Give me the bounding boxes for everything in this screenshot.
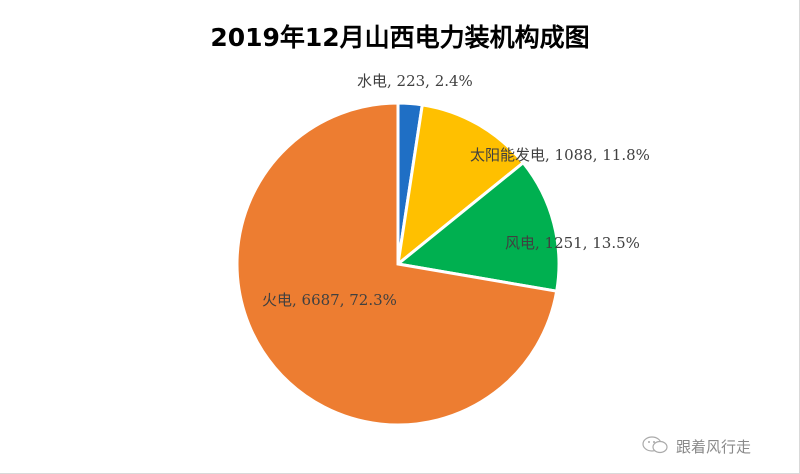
data-label-0: 水电, 223, 2.4% (357, 72, 473, 90)
watermark: 跟着风行走 (640, 433, 751, 459)
pie-slice-1 (395, 103, 526, 268)
pie-slice-3 (235, 101, 559, 427)
data-label-2: 风电, 1251, 13.5% (505, 234, 640, 252)
pie-slice-2 (394, 160, 561, 293)
chart-title: 2019年12月山西电力装机构成图 (210, 23, 590, 52)
watermark-text: 跟着风行走 (676, 437, 752, 456)
data-label-3: 火电, 6687, 72.3% (262, 291, 397, 309)
wechat-icon (640, 433, 670, 459)
data-label-1: 太阳能发电, 1088, 11.8% (470, 146, 650, 164)
